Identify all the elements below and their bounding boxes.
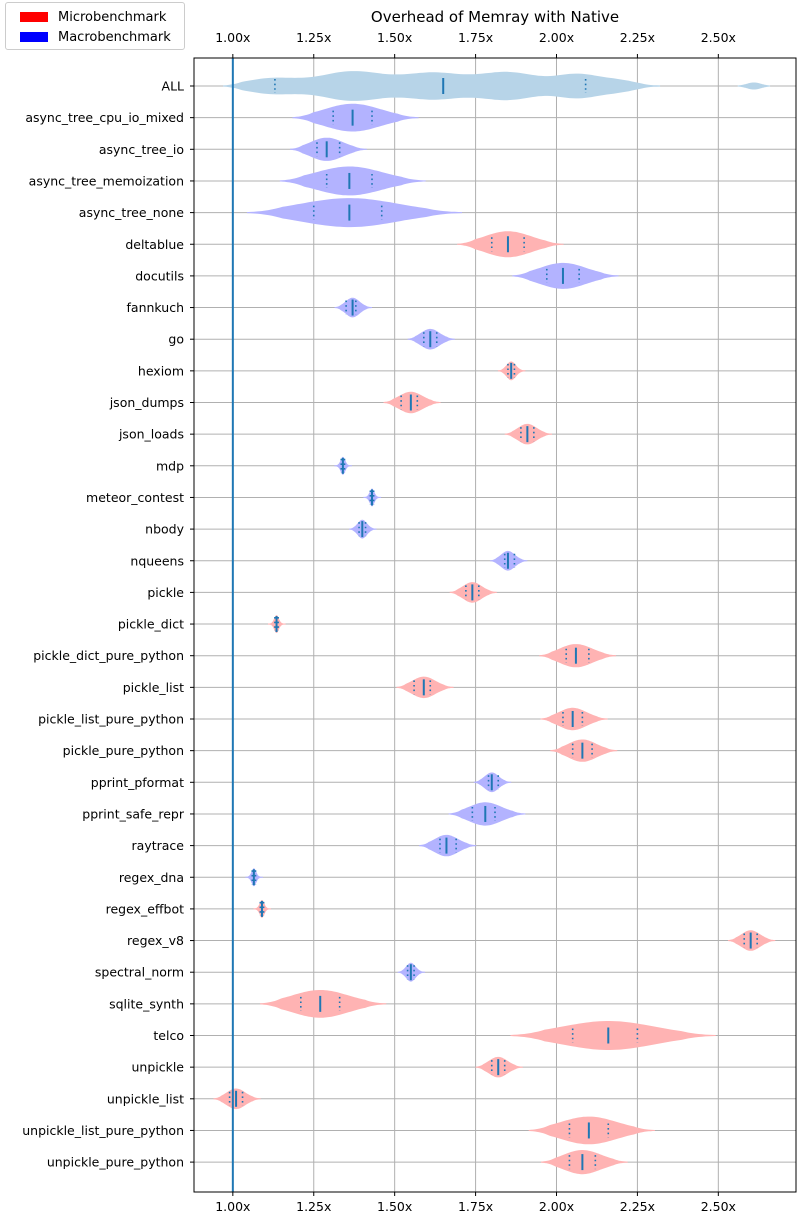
y-tick-label-nbody: nbody bbox=[145, 522, 184, 537]
y-tick-label-fannkuch: fannkuch bbox=[127, 300, 184, 315]
legend-label-microbenchmark: Microbenchmark bbox=[58, 9, 167, 25]
legend-label-macrobenchmark: Macrobenchmark bbox=[58, 29, 171, 45]
x-tick-label-bottom: 2.25x bbox=[620, 1199, 655, 1214]
y-tick-label-unpickle-list: unpickle_list bbox=[107, 1091, 184, 1106]
y-tick-label-spectral-norm: spectral_norm bbox=[95, 965, 184, 980]
y-tick-label-sqlite-synth: sqlite_synth bbox=[109, 996, 184, 1011]
x-tick-label-top: 1.50x bbox=[377, 30, 412, 45]
plot-frame bbox=[193, 57, 797, 1193]
y-tick-label-pprint-pformat: pprint_pformat bbox=[91, 775, 184, 790]
violin-unpickle-pure-python bbox=[541, 1150, 628, 1175]
x-tick-label-bottom: 1.50x bbox=[377, 1199, 412, 1214]
y-tick-label-regex-effbot: regex_effbot bbox=[106, 901, 184, 916]
violin-pickle-pure-python bbox=[550, 739, 618, 762]
violin-ALL bbox=[223, 71, 661, 101]
y-tick-label-deltablue: deltablue bbox=[125, 237, 184, 252]
y-tick-label-nqueens: nqueens bbox=[130, 553, 184, 568]
y-tick-label-go: go bbox=[168, 332, 184, 347]
violin-ALL-outlier bbox=[737, 82, 771, 90]
x-tick-label-bottom: 1.25x bbox=[296, 1199, 331, 1214]
y-tick-label-meteor-contest: meteor_contest bbox=[86, 490, 184, 505]
y-tick-label-pprint-safe-repr: pprint_safe_repr bbox=[82, 806, 185, 821]
y-tick-label-ALL: ALL bbox=[162, 79, 185, 94]
y-tick-label-json-dumps: json_dumps bbox=[109, 395, 184, 410]
violin-async-tree-io bbox=[290, 137, 367, 161]
y-tick-label-async-tree-none: async_tree_none bbox=[79, 205, 185, 220]
y-tick-label-unpickle: unpickle bbox=[131, 1060, 184, 1075]
tick-layer: 1.00x 1.00x 1.25x 1.25x 1.50x 1.50x 1.75x 1.75x… bbox=[22, 30, 736, 1214]
y-tick-label-async-tree-memoization: async_tree_memoization bbox=[29, 173, 184, 188]
y-tick-label-unpickle-list-pure-python: unpickle_list_pure_python bbox=[22, 1123, 184, 1138]
y-tick-label-mdp: mdp bbox=[156, 458, 184, 473]
x-tick-label-top: 1.00x bbox=[215, 30, 250, 45]
violin-docutils bbox=[512, 262, 619, 289]
x-tick-label-bottom: 2.50x bbox=[701, 1199, 736, 1214]
legend-item-macrobenchmark: Macrobenchmark bbox=[20, 27, 184, 47]
legend-swatch-macrobenchmark bbox=[20, 32, 48, 42]
violin-deltablue bbox=[457, 231, 564, 258]
y-tick-label-async-tree-io: async_tree_io bbox=[99, 142, 184, 157]
y-tick-label-pickle-dict-pure-python: pickle_dict_pure_python bbox=[33, 648, 184, 663]
x-tick-label-top: 1.25x bbox=[296, 30, 331, 45]
violin-unpickle-list-pure-python bbox=[528, 1116, 655, 1145]
y-tick-label-json-loads: json_loads bbox=[118, 427, 184, 442]
x-tick-label-top: 2.50x bbox=[701, 30, 736, 45]
x-tick-label-bottom: 1.00x bbox=[215, 1199, 250, 1214]
violin-telco bbox=[510, 1021, 716, 1050]
legend: Microbenchmark Macrobenchmark bbox=[5, 2, 185, 50]
plot-area bbox=[194, 58, 796, 1192]
y-tick-label-async-tree-cpu-io-mixed: async_tree_cpu_io_mixed bbox=[25, 110, 184, 125]
violin-pickle-dict-pure-python bbox=[539, 644, 616, 668]
violin-pprint-safe-repr bbox=[448, 802, 526, 826]
violin-pickle-list bbox=[396, 676, 454, 699]
violin-json-dumps bbox=[383, 391, 441, 414]
y-tick-label-pickle-list-pure-python: pickle_list_pure_python bbox=[38, 712, 184, 727]
y-tick-label-unpickle-pure-python: unpickle_pure_python bbox=[47, 1155, 184, 1170]
violin-pickle-list-pure-python bbox=[540, 707, 608, 731]
violin-async-tree-memoization bbox=[279, 166, 426, 196]
violin-sqlite-synth bbox=[260, 990, 387, 1018]
y-tick-label-pickle: pickle bbox=[147, 585, 184, 600]
y-tick-label-regex-v8: regex_v8 bbox=[127, 933, 184, 948]
y-tick-label-hexiom: hexiom bbox=[138, 363, 184, 378]
x-tick-label-top: 2.25x bbox=[620, 30, 655, 45]
x-tick-label-top: 2.00x bbox=[539, 30, 574, 45]
y-tick-label-docutils: docutils bbox=[135, 268, 184, 283]
chart-title: Overhead of Memray with Native bbox=[371, 8, 619, 26]
violin-layer bbox=[213, 71, 776, 1175]
violin-async-tree-none bbox=[246, 198, 462, 228]
y-tick-label-pickle-pure-python: pickle_pure_python bbox=[63, 743, 184, 758]
violin-raytrace bbox=[419, 834, 477, 857]
y-tick-label-pickle-list: pickle_list bbox=[123, 680, 184, 695]
y-tick-label-pickle-dict: pickle_dict bbox=[118, 617, 184, 632]
legend-item-microbenchmark: Microbenchmark bbox=[20, 7, 184, 27]
legend-swatch-microbenchmark bbox=[20, 12, 48, 22]
y-tick-label-regex-dna: regex_dna bbox=[119, 870, 184, 885]
y-tick-label-raytrace: raytrace bbox=[132, 838, 185, 853]
x-tick-label-bottom: 2.00x bbox=[539, 1199, 574, 1214]
marker-layer bbox=[228, 78, 758, 1171]
y-tick-label-telco: telco bbox=[153, 1028, 184, 1043]
x-tick-label-top: 1.75x bbox=[458, 30, 493, 45]
x-tick-label-bottom: 1.75x bbox=[458, 1199, 493, 1214]
violin-async-tree-cpu-io-mixed bbox=[292, 103, 419, 132]
